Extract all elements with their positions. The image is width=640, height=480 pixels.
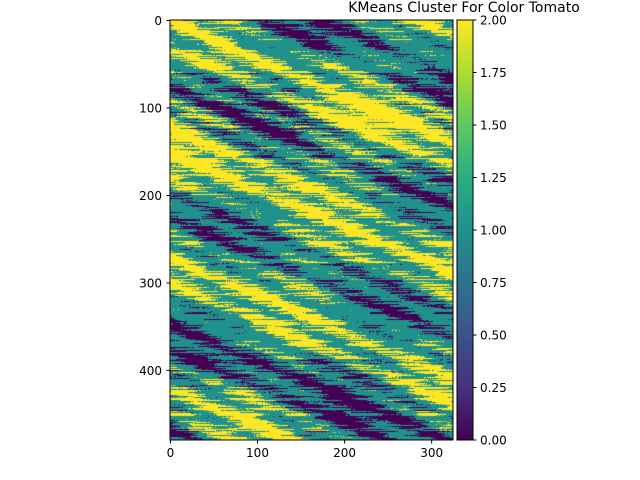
y-tick-label: 400 xyxy=(139,364,162,378)
x-tick-label: 100 xyxy=(246,446,269,460)
x-tick-label: 300 xyxy=(420,446,443,460)
colorbar-tick-label: 1.00 xyxy=(480,224,507,238)
heatmap-image xyxy=(170,20,453,440)
colorbar-ticks: 0.00 0.25 0.50 0.75 1.00 1.25 1.50 1.75 2.00 xyxy=(473,14,507,448)
colorbar-gradient xyxy=(456,19,474,441)
y-tick-label: 100 xyxy=(139,101,162,115)
y-axis: 0 100 200 300 400 xyxy=(139,14,170,378)
chart-title: KMeans Cluster For Color Tomato xyxy=(348,0,580,16)
colorbar-tick-label: 1.25 xyxy=(480,171,507,185)
colorbar-tick-label: 1.75 xyxy=(480,66,507,80)
y-tick-label: 300 xyxy=(139,276,162,290)
y-tick-label: 0 xyxy=(154,14,162,28)
colorbar-tick-label: 0.50 xyxy=(480,329,507,343)
x-tick-label: 200 xyxy=(333,446,356,460)
colorbar-tick-label: 1.50 xyxy=(480,119,507,133)
colorbar-tick-label: 0.00 xyxy=(480,434,507,448)
colorbar-tick-label: 2.00 xyxy=(480,14,507,28)
y-tick-label: 200 xyxy=(139,189,162,203)
x-axis: 0 100 200 300 xyxy=(167,440,443,460)
plot-frame xyxy=(169,19,454,441)
colorbar: 0.00 0.25 0.50 0.75 1.00 1.25 1.50 1.75 2.00 xyxy=(456,14,507,448)
heatmap-plot xyxy=(169,19,454,441)
x-tick-label: 0 xyxy=(167,446,175,460)
colorbar-tick-label: 0.25 xyxy=(480,381,507,395)
colorbar-tick-label: 0.75 xyxy=(480,276,507,290)
